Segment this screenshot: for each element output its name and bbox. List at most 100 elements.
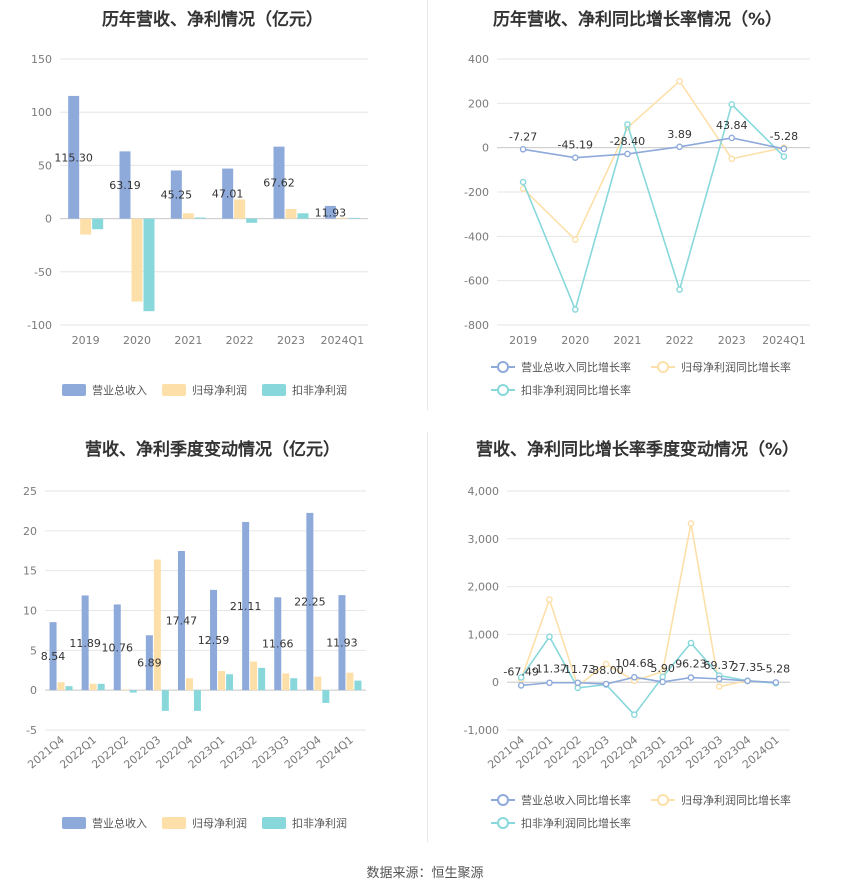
y-tick-label: 100 (31, 106, 52, 119)
data-label: 69.37 (704, 659, 736, 672)
y-tick-label: 50 (38, 159, 52, 172)
bar (222, 168, 234, 219)
bar (80, 218, 92, 235)
data-point (687, 674, 695, 681)
data-point (715, 683, 723, 690)
x-tick-label: 2021 (613, 334, 641, 347)
data-point (602, 680, 610, 688)
x-tick-label: 2023 (277, 334, 305, 347)
y-tick-label: 4,000 (468, 485, 500, 498)
bar (348, 217, 360, 219)
data-point (687, 520, 695, 527)
x-tick-label: 2022 (666, 334, 694, 347)
y-tick-label: -100 (27, 319, 52, 332)
bar (258, 667, 266, 691)
legend-dot-marker (497, 384, 509, 396)
legend-label: 营业总收入同比增长率 (521, 360, 631, 374)
annual-revenue-profit-plot: -100 -50 0 50 100 150 2019 2020 2021 2022 2023 2024… (27, 53, 368, 397)
bar (354, 680, 362, 691)
data-source-note: 数据来源：恒生聚源 (366, 866, 484, 881)
divider (427, 432, 428, 842)
bar (182, 213, 194, 219)
data-label: 11.89 (69, 637, 101, 650)
data-label: 21.11 (230, 600, 262, 613)
data-point (780, 145, 788, 153)
y-tick-label: 200 (468, 97, 489, 110)
data-label: 96.23 (675, 658, 707, 671)
data-label: -7.27 (509, 130, 537, 143)
legend-dot-marker (657, 361, 669, 373)
divider (427, 0, 428, 410)
bar (153, 559, 161, 691)
quarterly-revenue-profit-plot: -505101520252021Q42022Q12022Q22022Q32022… (23, 485, 366, 830)
legend-swatch (162, 817, 186, 829)
bar (81, 595, 89, 691)
bar (170, 170, 182, 219)
chart-title: 历年营收、净利情况（亿元） (102, 10, 323, 30)
y-tick-label: -1,000 (464, 724, 499, 737)
bar (338, 595, 346, 691)
legend-swatch (62, 384, 86, 396)
legend-label: 归母净利润 (192, 383, 247, 397)
legend-dot-marker (497, 794, 509, 806)
bar (274, 597, 282, 691)
legend-swatch (162, 384, 186, 396)
data-label: 10.76 (102, 641, 134, 654)
x-tick-label: 2024Q1 (762, 334, 806, 347)
bar (246, 218, 258, 223)
series-line (520, 523, 776, 688)
bar (273, 146, 285, 219)
bar (226, 674, 234, 691)
data-point (517, 674, 525, 681)
y-tick-label: -400 (464, 230, 489, 243)
bar (161, 690, 169, 711)
data-label: 3.89 (667, 128, 692, 141)
data-label: 6.89 (137, 657, 162, 670)
data-point (780, 153, 788, 160)
y-tick-label: 0 (482, 142, 489, 155)
data-point (546, 633, 553, 641)
data-point (676, 286, 683, 293)
data-point (519, 178, 527, 186)
bar (194, 217, 206, 219)
series-line (521, 676, 776, 687)
bar (177, 550, 185, 691)
data-point (659, 678, 666, 686)
y-tick-label: 0 (30, 684, 37, 697)
x-tick-label: 2021 (174, 334, 202, 347)
bar (129, 690, 137, 693)
bar (314, 676, 322, 691)
x-tick-label: 2020 (561, 334, 589, 347)
annual-growth-rate-chart: 历年营收、净利同比增长率情况（%） -800 -600 -400 -200 0 200 40… (425, 0, 850, 415)
bar (97, 683, 105, 691)
data-point (571, 236, 579, 243)
data-point (744, 677, 751, 685)
legend-dot-marker (497, 817, 509, 829)
data-label: 63.19 (109, 179, 141, 192)
data-label: 11.93 (326, 637, 358, 650)
x-tick-label: 2024Q1 (321, 334, 365, 347)
bar (282, 673, 290, 691)
data-label: 11.93 (315, 206, 347, 219)
chart-title: 营收、净利季度变动情况（亿元） (85, 440, 340, 460)
legend-swatch (262, 817, 286, 829)
legend-swatch (62, 817, 86, 829)
annual-growth-rate-plot: -800 -600 -400 -200 0 200 400 2019 2020 2021 2022 2… (464, 53, 810, 397)
data-label: 115.30 (54, 151, 93, 164)
data-label: 11.66 (262, 638, 294, 651)
bar (336, 217, 348, 219)
y-tick-label: 400 (468, 53, 489, 66)
y-tick-label: 20 (23, 525, 37, 538)
data-point (676, 143, 683, 151)
data-label: 8.54 (41, 650, 66, 663)
bar (322, 690, 330, 703)
data-label: -11.37 (532, 663, 567, 676)
legend-label: 归母净利润同比增长率 (681, 793, 791, 807)
data-label: 22.25 (294, 596, 326, 609)
data-label: 45.25 (161, 189, 193, 202)
legend-label: 归母净利润 (192, 816, 247, 830)
data-point (602, 660, 610, 668)
data-label: -11.73 (560, 663, 595, 676)
data-point (624, 121, 631, 128)
legend-label: 归母净利润同比增长率 (681, 360, 791, 374)
